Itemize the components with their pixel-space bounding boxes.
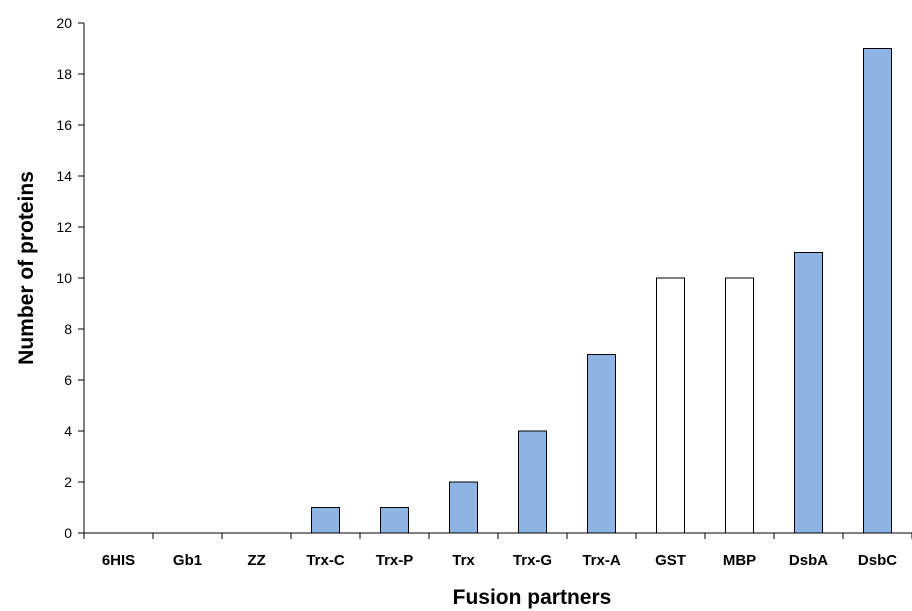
x-axis-category-labels: 6HIS Gb1 ZZ Trx-C Trx-P Trx Trx-G Trx-A GST MBP Ds… <box>102 552 897 569</box>
y-tick-label: 2 <box>64 474 72 490</box>
bar-trx-p <box>380 507 409 534</box>
x-category-label: Trx-G <box>513 552 552 569</box>
y-tick-label: 0 <box>64 525 72 541</box>
y-axis-ticks: 0 2 4 6 8 10 12 14 16 18 20 <box>56 15 84 541</box>
x-category-label: GST <box>655 552 686 569</box>
x-category-label: Trx-P <box>376 552 414 569</box>
y-axis-title: Number of proteins <box>15 171 38 365</box>
x-category-label: Gb1 <box>173 552 202 569</box>
bar-mbp <box>725 277 754 534</box>
bars <box>311 48 892 534</box>
bar-trx-g <box>518 430 547 534</box>
x-category-label: Trx <box>452 552 475 569</box>
y-tick-label: 10 <box>56 270 72 286</box>
x-category-label: MBP <box>723 552 756 569</box>
y-tick-label: 12 <box>56 219 72 235</box>
bar-trx <box>449 481 478 534</box>
x-category-label: Trx-A <box>582 552 621 569</box>
x-category-label: DsbC <box>858 552 897 569</box>
y-tick-label: 20 <box>56 15 72 31</box>
bar-trx-c <box>311 507 340 534</box>
bar-dsbc <box>863 48 892 534</box>
y-tick-label: 8 <box>64 321 72 337</box>
y-tick-label: 14 <box>56 168 72 184</box>
y-tick-label: 6 <box>64 372 72 388</box>
bar-gst <box>656 277 685 534</box>
x-category-label: 6HIS <box>102 552 135 569</box>
y-tick-label: 4 <box>64 423 72 439</box>
x-axis-ticks <box>83 533 912 539</box>
y-tick-label: 16 <box>56 117 72 133</box>
y-tick-label: 18 <box>56 66 72 82</box>
x-axis-title: Fusion partners <box>453 586 612 609</box>
bar-trx-a <box>587 354 616 534</box>
bar-dsba <box>794 252 823 534</box>
x-category-label: DsbA <box>789 552 828 569</box>
x-category-label: Trx-C <box>306 552 345 569</box>
x-category-label: ZZ <box>247 552 265 569</box>
